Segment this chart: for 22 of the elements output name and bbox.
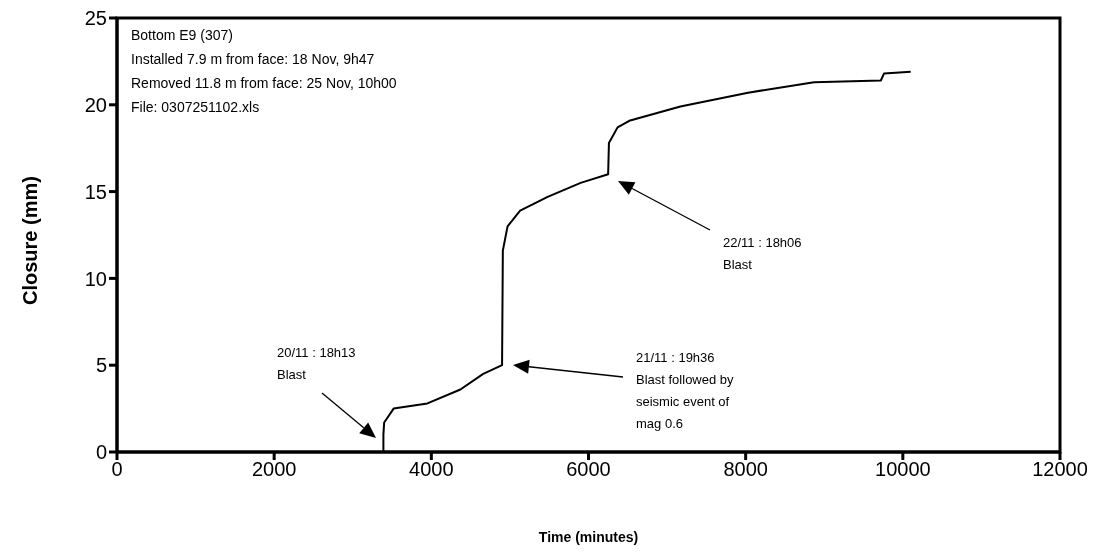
- annotation: Installed 7.9 m from face: 18 Nov, 9h47: [131, 51, 375, 67]
- y-tick-label: 10: [84, 267, 107, 290]
- x-tick-label: 12000: [1032, 458, 1088, 481]
- x-axis-title: Time (minutes): [538, 529, 639, 545]
- x-tick-label: 2000: [251, 458, 297, 481]
- annotation: 20/11 : 18h13 Blast: [277, 345, 356, 382]
- x-tick-label: 4000: [409, 458, 454, 481]
- annotation: 22/11 : 18h06 Blast: [723, 235, 802, 272]
- y-tick-label: 0: [95, 441, 107, 464]
- x-tick-label: 6000: [566, 458, 611, 481]
- y-tick-label: 20: [84, 93, 107, 116]
- y-axis-title: Closure (mm): [19, 176, 42, 305]
- y-tick-label: 15: [84, 180, 107, 203]
- y-tick-label: 5: [95, 354, 107, 377]
- annotation: Bottom E9 (307): [131, 27, 233, 43]
- x-tick-label: 8000: [723, 458, 768, 481]
- x-tick-label: 10000: [875, 458, 931, 481]
- annotation: File: 0307251102.xls: [131, 99, 260, 115]
- y-tick-label: 25: [84, 7, 107, 30]
- x-tick-label: 0: [111, 458, 123, 481]
- annotation: 21/11 : 19h36 Blast followed by seismic event of mag 0.6: [636, 350, 735, 431]
- annotation: Removed 11.8 m from face: 25 Nov, 10h00: [131, 75, 397, 91]
